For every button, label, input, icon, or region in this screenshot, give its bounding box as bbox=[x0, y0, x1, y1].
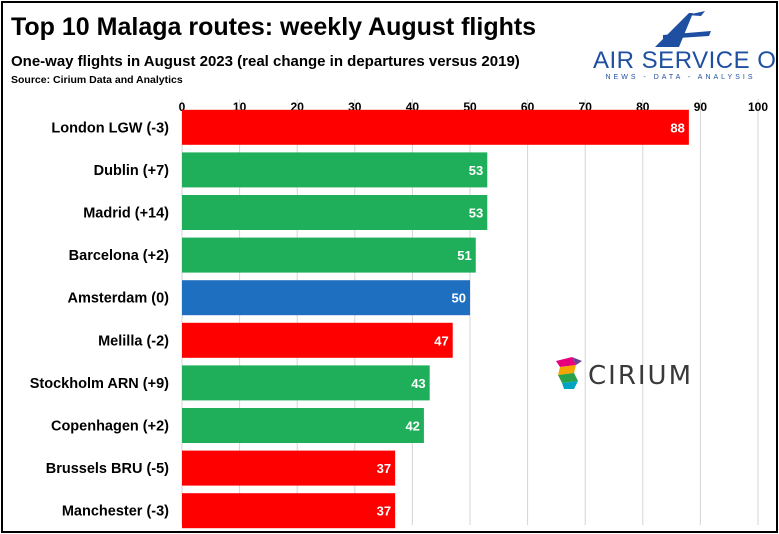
source-note: Source: Cirium Data and Analytics bbox=[11, 74, 183, 86]
airplane-a-icon bbox=[655, 11, 711, 47]
data-label: 47 bbox=[434, 333, 448, 348]
air-service-one-logo: AIR SERVICE ONE NEWS - DATA - ANALYSIS bbox=[593, 9, 777, 85]
bar bbox=[182, 450, 396, 486]
data-label: 42 bbox=[405, 419, 419, 434]
category-label: London LGW (-3) bbox=[51, 120, 169, 136]
cirium-logo: CIRIUM bbox=[554, 355, 694, 395]
category-label: Madrid (+14) bbox=[83, 206, 169, 222]
brand-tagline: NEWS - DATA - ANALYSIS bbox=[605, 74, 756, 81]
category-label: Dublin (+7) bbox=[94, 163, 169, 179]
bar bbox=[182, 280, 470, 316]
chart-title: Top 10 Malaga routes: weekly August flig… bbox=[11, 13, 537, 41]
x-tick-label: 0 bbox=[179, 100, 186, 114]
bar bbox=[182, 195, 488, 230]
cirium-wordmark: CIRIUM bbox=[588, 361, 694, 391]
category-label: Manchester (-3) bbox=[62, 504, 169, 520]
bar bbox=[182, 152, 488, 188]
data-label: 43 bbox=[411, 376, 425, 391]
category-label: Melilla (-2) bbox=[98, 333, 169, 349]
chart-subtitle: One-way flights in August 2023 (real cha… bbox=[11, 53, 520, 70]
data-label: 51 bbox=[457, 248, 471, 263]
brand-name: AIR SERVICE ONE bbox=[593, 47, 777, 74]
cirium-mark-icon bbox=[556, 357, 582, 389]
category-label: Copenhagen (+2) bbox=[51, 419, 169, 435]
data-label: 50 bbox=[452, 291, 466, 306]
bar bbox=[182, 109, 689, 145]
data-label: 53 bbox=[469, 163, 483, 178]
category-label: Stockholm ARN (+9) bbox=[30, 376, 169, 392]
data-label: 88 bbox=[670, 120, 684, 135]
bar bbox=[182, 237, 476, 273]
data-label: 53 bbox=[469, 206, 483, 221]
bar bbox=[182, 408, 424, 443]
data-label: 37 bbox=[377, 504, 391, 519]
category-label: Amsterdam (0) bbox=[67, 291, 169, 307]
x-tick-label: 100 bbox=[748, 100, 768, 114]
x-tick-label: 90 bbox=[694, 100, 708, 114]
category-label: Barcelona (+2) bbox=[69, 248, 170, 264]
data-label: 37 bbox=[377, 461, 391, 476]
category-label: Brussels BRU (-5) bbox=[46, 461, 169, 477]
bar bbox=[182, 493, 396, 529]
bar bbox=[182, 365, 430, 401]
bar bbox=[182, 322, 453, 358]
